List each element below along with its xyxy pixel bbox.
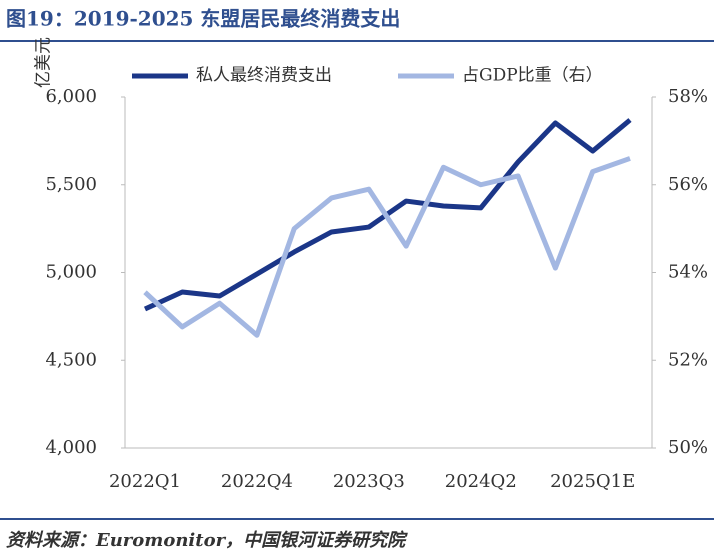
y2-tick-label: 52%	[668, 349, 708, 370]
y-tick-label: 5,000	[45, 262, 97, 283]
legend-label: 私人最终消费支出	[196, 66, 332, 86]
x-tick-label: 2022Q1	[109, 471, 181, 492]
y-tick-label: 4,000	[45, 437, 97, 458]
legend-label: 占GDP比重（右）	[462, 66, 603, 86]
x-tick-label: 2025Q1E	[550, 471, 635, 492]
x-tick-label: 2024Q2	[445, 471, 517, 492]
y-tick-label: 5,500	[45, 174, 97, 195]
y2-tick-label: 56%	[668, 174, 708, 195]
chart-title: 图19：2019-2025 东盟居民最终消费支出	[6, 7, 400, 31]
y2-tick-label: 50%	[668, 437, 708, 458]
x-tick-label: 2023Q3	[333, 471, 405, 492]
y-axis-label: 亿美元	[34, 37, 54, 88]
y2-tick-label: 54%	[668, 262, 708, 283]
y-tick-label: 6,000	[45, 86, 97, 107]
y-tick-label: 4,500	[45, 349, 97, 370]
series-line	[143, 156, 631, 338]
x-tick-label: 2022Q4	[221, 471, 293, 492]
y2-tick-label: 58%	[668, 86, 708, 107]
source: 资料来源：Euromonitor，中国银河证券研究院	[6, 530, 408, 551]
